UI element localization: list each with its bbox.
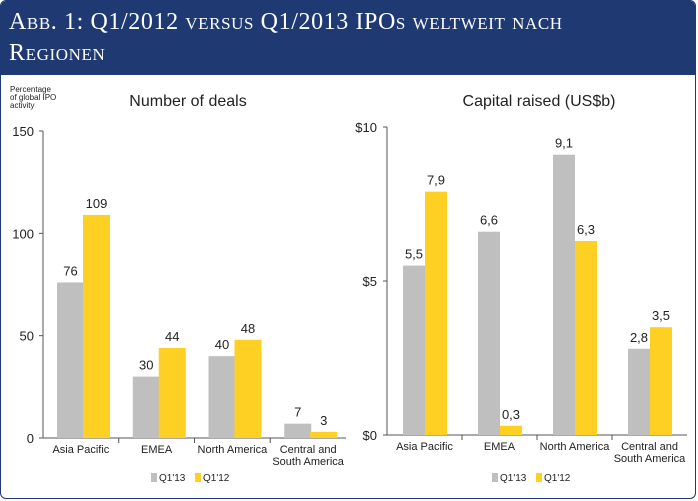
chart-2-category-label: North America bbox=[540, 441, 611, 453]
chart-2-bar bbox=[478, 231, 500, 435]
y-axis-caption: of global IPO bbox=[10, 93, 56, 102]
chart-2-data-label: 6,6 bbox=[480, 213, 498, 228]
chart-1-bar bbox=[234, 339, 262, 438]
chart-2-bar bbox=[403, 265, 425, 435]
chart-2-bar bbox=[500, 425, 522, 435]
chart-1-data-label: 109 bbox=[86, 196, 108, 211]
chart-2-y-tick-label: $5 bbox=[363, 274, 377, 289]
chart-1-data-label: 3 bbox=[320, 413, 327, 428]
chart-1-bar bbox=[132, 376, 160, 438]
chart-1-y-tick-label: 0 bbox=[27, 431, 34, 446]
legend-swatch-q13 bbox=[492, 473, 498, 482]
chart-2-data-label: 0,3 bbox=[502, 407, 520, 422]
chart-1-bar bbox=[310, 431, 338, 438]
chart-1-data-label: 76 bbox=[63, 263, 77, 278]
chart-1-bar bbox=[284, 423, 312, 438]
chart-1-bar bbox=[83, 214, 110, 438]
chart-1-title: Number of deals bbox=[129, 93, 246, 110]
chart-1-category-label: South America bbox=[272, 456, 344, 468]
chart-1-bar bbox=[158, 347, 186, 438]
chart-1-data-label: 48 bbox=[241, 321, 255, 336]
chart-2-data-label: 6,3 bbox=[577, 222, 595, 237]
chart-2-y-tick-label: $10 bbox=[355, 120, 377, 135]
chart-1-y-tick-label: 100 bbox=[12, 226, 34, 241]
chart-1-y-tick-label: 50 bbox=[20, 329, 34, 344]
chart-2-bar bbox=[575, 240, 597, 435]
chart-1-data-label: 40 bbox=[215, 337, 229, 352]
chart-1-category-label: Asia Pacific bbox=[52, 444, 109, 456]
chart-2-category-label: EMEA bbox=[484, 441, 516, 453]
legend-swatch-q12 bbox=[536, 473, 542, 482]
figure-title: Abb. 1: Q1/2012 versus Q1/2013 IPOs welt… bbox=[9, 7, 689, 69]
chart-2-data-label: 5,5 bbox=[405, 247, 423, 262]
chart-1-category-label: EMEA bbox=[141, 444, 173, 456]
legend-swatch-q12 bbox=[195, 473, 201, 482]
chart-2-y-tick-label: $0 bbox=[363, 428, 377, 443]
chart-2-data-label: 2,8 bbox=[630, 330, 648, 345]
chart-2-title: Capital raised (US$b) bbox=[463, 93, 616, 110]
figure-title-line-1: Abb. 1: Q1/2012 versus Q1/2013 IPOs welt… bbox=[9, 9, 563, 35]
legend-label-q12: Q1'12 bbox=[203, 473, 230, 484]
y-axis-caption: Percentage bbox=[10, 85, 51, 94]
chart-2-data-label: 9,1 bbox=[555, 136, 573, 151]
chart-1-data-label: 30 bbox=[139, 358, 153, 373]
chart-2-category-label: Asia Pacific bbox=[396, 441, 453, 453]
legend-label-q13: Q1'13 bbox=[500, 473, 527, 484]
chart-1-data-label: 7 bbox=[294, 405, 301, 420]
y-axis-caption: activity bbox=[10, 101, 34, 110]
chart-1-y-tick-label: 150 bbox=[12, 124, 34, 139]
chart-1-data-label: 44 bbox=[165, 329, 179, 344]
chart-2-bar bbox=[650, 327, 672, 435]
legend-label-q12: Q1'12 bbox=[544, 473, 571, 484]
chart-1-bar bbox=[208, 356, 236, 438]
legend-swatch-q13 bbox=[151, 473, 157, 482]
chart-2-data-label: 3,5 bbox=[652, 308, 670, 323]
chart-1-category-label: North America bbox=[198, 444, 269, 456]
legend-label-q13: Q1'13 bbox=[159, 473, 186, 484]
chart-2-category-label: Central and bbox=[621, 441, 678, 453]
figure-title-line-2: Regionen bbox=[9, 40, 106, 66]
figure-header: Abb. 1: Q1/2012 versus Q1/2013 IPOs welt… bbox=[1, 1, 695, 75]
chart-2-bar bbox=[553, 154, 575, 435]
chart-1-category-label: Central and bbox=[280, 444, 337, 456]
chart-2-data-label: 7,9 bbox=[427, 173, 445, 188]
chart-1-bar bbox=[57, 282, 84, 438]
chart-2-bar bbox=[425, 191, 447, 435]
chart-2-bar bbox=[628, 348, 650, 435]
chart-2-category-label: South America bbox=[614, 453, 686, 465]
